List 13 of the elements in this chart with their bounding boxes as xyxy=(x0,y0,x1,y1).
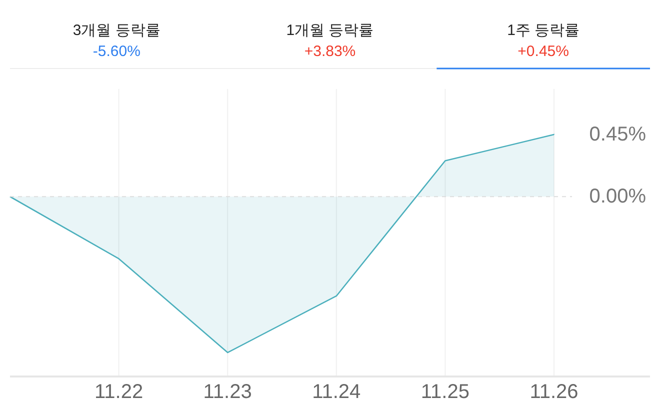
text: +3.83% xyxy=(304,43,356,60)
text: 3개월 등락률 xyxy=(72,22,160,39)
text: -5.60% xyxy=(92,43,140,60)
y-tick-label: 0.00% xyxy=(589,186,646,208)
text: 1주 등락률 xyxy=(507,22,580,39)
y-tick-label: 0.45% xyxy=(589,124,646,146)
x-tick-label: 11.23 xyxy=(203,381,252,403)
x-tick-label: 11.24 xyxy=(312,381,361,403)
x-tick-label: 11.26 xyxy=(530,381,578,403)
x-tick-label: 11.22 xyxy=(94,381,144,403)
text: 1개월 등락률 xyxy=(286,22,374,39)
text: +0.45% xyxy=(518,43,569,60)
x-tick-label: 11.25 xyxy=(420,381,470,403)
